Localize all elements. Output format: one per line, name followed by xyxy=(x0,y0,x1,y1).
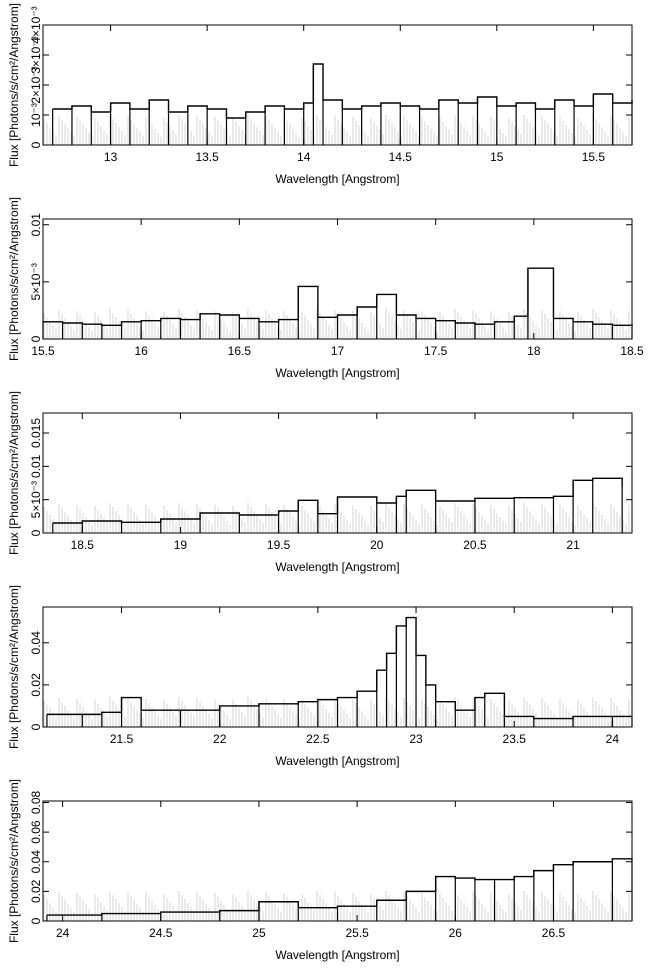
x-tick-label-4: 26 xyxy=(449,926,463,940)
y-tick-label-4: 0.08 xyxy=(29,790,43,814)
x-tick-label-1: 22 xyxy=(213,732,227,746)
x-tick-label-4: 20.5 xyxy=(463,538,487,552)
y-tick-label-1: 0.02 xyxy=(29,673,43,697)
y-tick-label-0: 0 xyxy=(29,723,43,730)
x-axis-label: Wavelength [Angstrom] xyxy=(275,366,399,380)
flux-series-line xyxy=(46,616,632,720)
y-tick-label-2: 2×10⁻³ xyxy=(29,66,43,103)
y-tick-label-0: 0 xyxy=(29,141,43,148)
x-tick-label-4: 15 xyxy=(490,150,504,164)
x-tick-label-5: 21 xyxy=(566,538,580,552)
y-tick-label-0: 0 xyxy=(29,917,43,924)
panel-4: 21.5 22 22.5 23 23.5 24 0 0.02 0.04 Wavelength [A… xyxy=(0,582,653,776)
panel-1: 13 13.5 14 14.5 15 15.5 0 10⁻³ 2×10⁻³ 3×10⁻³ 4×10⁻… xyxy=(0,0,653,194)
x-tick-label-1: 19 xyxy=(174,538,188,552)
x-tick-label-5: 26.5 xyxy=(542,926,566,940)
y-axis-label: Flux [Photons/s/cm²/Angstrom] xyxy=(7,197,21,361)
panel-3: 18.5 19 19.5 20 20.5 21 0 5×10⁻³ 0.01 0.015 Wavele… xyxy=(0,388,653,582)
y-tick-label-3: 3×10⁻³ xyxy=(29,36,43,73)
flux-series-line xyxy=(46,858,633,916)
y-tick-label-2: 0.01 xyxy=(29,454,43,478)
x-tick-label-0: 21.5 xyxy=(110,732,134,746)
panel-1-plot: 13 13.5 14 14.5 15 15.5 0 10⁻³2×10⁻³3×10⁻³4×10⁻… xyxy=(7,3,633,186)
x-axis-label: Wavelength [Angstrom] xyxy=(275,560,399,574)
x-tick-label-3: 17 xyxy=(331,344,345,358)
x-tick-label-1: 24.5 xyxy=(149,926,173,940)
y-tick-label-2: 0.04 xyxy=(29,850,43,874)
x-axis-label: Wavelength [Angstrom] xyxy=(275,754,399,768)
y-tick-label-0: 0 xyxy=(29,335,43,342)
y-tick-label-0: 0 xyxy=(29,529,43,536)
error-bars xyxy=(43,115,630,145)
x-tick-label-5: 18 xyxy=(527,344,541,358)
x-tick-label-2: 22.5 xyxy=(306,732,330,746)
x-tick-label-2: 25 xyxy=(252,926,266,940)
y-axis-label: Flux [Photons/s/cm²/Angstrom] xyxy=(7,779,21,943)
x-tick-label-0: 15.5 xyxy=(31,344,55,358)
panel-5: 24 24.5 25 25.5 26 26.5 0 0.02 0.04 0.06 0.08 Wavel… xyxy=(0,776,653,970)
x-tick-label-0: 18.5 xyxy=(71,538,95,552)
x-tick-label-3: 23 xyxy=(409,732,423,746)
x-tick-label-2: 19.5 xyxy=(267,538,291,552)
x-tick-label-5: 24 xyxy=(606,732,620,746)
x-axis-label: Wavelength [Angstrom] xyxy=(275,172,399,186)
error-bars xyxy=(43,309,630,339)
x-tick-label-3: 14.5 xyxy=(389,150,413,164)
x-tick-label-2: 16.5 xyxy=(228,344,252,358)
x-tick-label-4: 17.5 xyxy=(424,344,448,358)
panel-4-plot: 21.5 22 22.5 23 23.5 24 0 0.02 0.04 Wavelength [A… xyxy=(7,585,633,768)
error-bars xyxy=(43,891,630,921)
x-tick-label-2: 14 xyxy=(297,150,311,164)
error-bars xyxy=(43,697,630,727)
x-tick-label-1: 13.5 xyxy=(195,150,219,164)
y-tick-label-4: 4×10⁻³ xyxy=(29,6,43,43)
x-tick-label-6: 18.5 xyxy=(620,344,644,358)
panel-5-plot: 24 24.5 25 25.5 26 26.5 0 0.02 0.04 0.06 0.08 Wavel… xyxy=(7,779,633,962)
y-tick-label-1: 5×10⁻³ xyxy=(29,481,43,518)
y-axis-label: Flux [Photons/s/cm²/Angstrom] xyxy=(7,391,21,555)
y-tick-label-2: 0.01 xyxy=(29,213,43,237)
x-tick-label-0: 13 xyxy=(104,150,118,164)
y-tick-label-3: 0.06 xyxy=(29,820,43,844)
panel-2: 15.5 16 16.5 17 17.5 18 18.5 0 5×10⁻³ 0.01 Wavelen… xyxy=(0,194,653,388)
y-tick-label-3: 0.015 xyxy=(29,418,43,448)
panel-3-plot: 18.5 19 19.5 20 20.5 21 0 5×10⁻³ 0.01 0.015 Wavele… xyxy=(7,391,633,574)
y-tick-label-1: 10⁻³ xyxy=(29,103,43,127)
y-tick-label-1: 0.02 xyxy=(29,879,43,903)
x-tick-label-3: 20 xyxy=(370,538,384,552)
x-tick-label-1: 16 xyxy=(134,344,148,358)
flux-series-line xyxy=(52,63,633,119)
y-axis-label: Flux [Photons/s/cm²/Angstrom] xyxy=(7,3,21,167)
y-tick-label-1: 5×10⁻³ xyxy=(29,263,43,300)
x-tick-label-0: 24 xyxy=(56,926,70,940)
x-tick-label-5: 15.5 xyxy=(582,150,606,164)
panel-2-plot: 15.5 16 16.5 17 17.5 18 18.5 0 5×10⁻³ 0.01 Wavelen… xyxy=(7,197,644,380)
x-axis-label: Wavelength [Angstrom] xyxy=(275,948,399,962)
error-bars xyxy=(43,503,630,533)
x-tick-label-4: 23.5 xyxy=(503,732,527,746)
y-axis-label: Flux [Photons/s/cm²/Angstrom] xyxy=(7,585,21,749)
x-tick-label-3: 25.5 xyxy=(345,926,369,940)
y-tick-label-2: 0.04 xyxy=(29,631,43,655)
